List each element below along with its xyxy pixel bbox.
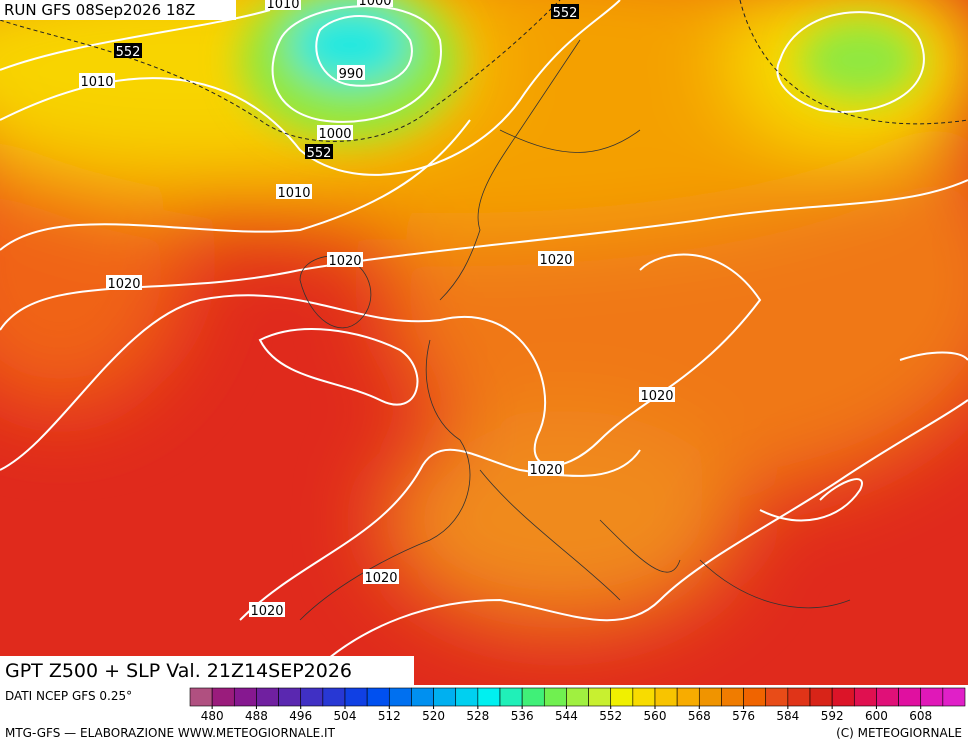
colorbar-cell [189,687,213,707]
contour-label-bg [327,252,363,267]
colorbar-cell [278,687,302,707]
colorbar-cell [787,687,811,707]
colorbar-cell [521,687,545,707]
colorbar-cell [632,687,656,707]
contour-label-bg [305,144,333,159]
contour-label: 990 [339,67,364,82]
colorbar-tick-label: 488 [245,709,268,723]
colorbar-tick-label: 528 [466,709,489,723]
isobars [0,0,968,685]
contour-label-bg [357,0,393,7]
coastlines [299,39,851,621]
colorbar-cell [743,687,767,707]
colorbar-tick-label: 608 [909,709,932,723]
colorbar-tick-label: 560 [644,709,667,723]
z500-contours [0,0,968,142]
colorbar-cell [876,687,899,707]
contour-label: 1020 [539,253,572,268]
colorbar-cell [455,687,479,707]
colorbar-cell [654,687,678,707]
contour-label-bg [114,43,142,58]
colorbar-cell [698,687,722,707]
colorbar-cell [920,687,944,707]
contour-label: 1000 [358,0,391,9]
colorbar-cell [322,687,346,707]
map-title: GPT Z500 + SLP Val. 21Z14SEP2026 [5,660,352,682]
colorbar-cell [898,687,922,707]
colorbar-cell [388,687,412,707]
colorbar-cell [344,687,368,707]
colorbar-cell [765,687,789,707]
colorbar-tick-label: 576 [732,709,755,723]
contour-label-bg [528,461,564,476]
colorbar-tick-label: 592 [821,709,844,723]
contour-label: 1020 [250,604,283,619]
colorbar-cell [366,687,390,707]
contour-label-bg [79,73,115,88]
colorbar-cell [256,687,279,707]
colorbar-tick-label: 504 [334,709,357,723]
colorbar-cell [499,687,523,707]
contour-label-bg [363,569,399,584]
title-box [0,656,414,685]
contour-label: 1000 [318,127,351,142]
contour-label: 552 [553,6,578,21]
contour-label-bg [551,4,579,19]
colorbar-cell [853,687,877,707]
contour-label: 1010 [80,75,113,90]
contour-label: 552 [116,45,141,60]
colorbar-cell [477,687,501,707]
colorbar-cell [809,687,833,707]
contour-label: 1020 [364,571,397,586]
colorbar-cell [588,687,612,707]
contour-label: 552 [307,146,332,161]
colorbar-cell [831,687,855,707]
colorbar: 480 488 496 504 512 520 528 536 544 552 560 568 576 5… [189,687,966,723]
contour-label: 1010 [266,0,299,12]
colorbar-tick-label: 512 [378,709,401,723]
contour-label-bg [265,0,301,10]
colorbar-tick-label: 496 [289,709,312,723]
colorbar-cell [411,687,434,707]
colorbar-cell [300,687,324,707]
contour-label-bg [337,65,365,80]
field [0,0,968,685]
colorbar-cell [566,687,589,707]
contour-label-bg [276,184,312,199]
colorbar-tick-label: 568 [688,709,711,723]
source-text: DATI NCEP GFS 0.25° [5,689,132,703]
run-box [0,0,236,20]
contour-label-bg [538,251,574,266]
colorbar-cell [610,687,634,707]
colorbar-cell [433,687,457,707]
colorbar-tick-label: 584 [776,709,799,723]
credit-text: MTG-GFS — ELABORAZIONE WWW.METEOGIORNALE… [5,726,336,740]
colorbar-tick-label: 480 [201,709,224,723]
contour-label: 1020 [640,389,673,404]
colorbar-cell [233,687,257,707]
colorbar-cell [211,687,235,707]
run-label: RUN GFS 08Sep2026 18Z [4,1,195,19]
colorbar-tick-label: 552 [599,709,622,723]
colorbar-cell [721,687,744,707]
contour-label: 1010 [277,186,310,201]
contour-label-bg [249,602,285,617]
colorbar-cell [676,687,700,707]
colorbar-cell [942,687,966,707]
contour-label-bg [639,387,675,402]
contour-label-bg [106,275,142,290]
contour-label: 1020 [328,254,361,269]
contour-label-bg [317,125,353,140]
colorbar-tick-label: 544 [555,709,578,723]
contour-label: 1020 [529,463,562,478]
colorbar-tick-label: 536 [511,709,534,723]
copyright-text: (C) METEOGIORNALE [836,726,962,740]
colorbar-cell [543,687,567,707]
contour-label: 1020 [107,277,140,292]
colorbar-tick-label: 520 [422,709,445,723]
colorbar-tick-label: 600 [865,709,888,723]
